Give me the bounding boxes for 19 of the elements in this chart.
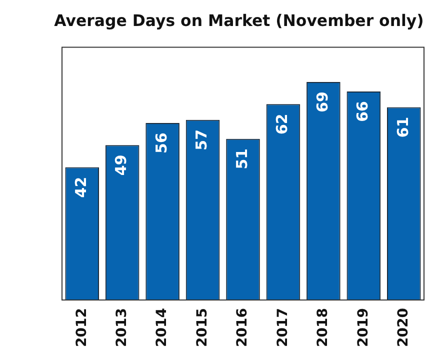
x-tick-label: 2016: [234, 308, 251, 348]
data-label: 66: [354, 101, 372, 122]
x-tick-label: 2018: [315, 308, 332, 348]
data-label: 56: [152, 132, 170, 154]
data-label: 62: [273, 114, 292, 135]
chart-title: Average Days on Market (November only): [54, 10, 424, 30]
x-tick-label: 2012: [74, 308, 90, 348]
x-tick-label: 2013: [114, 308, 130, 348]
data-label: 57: [192, 129, 211, 150]
data-label: 69: [313, 92, 332, 112]
x-tick-label: 2020: [396, 308, 412, 348]
data-label: 49: [112, 154, 130, 176]
data-label: 61: [394, 116, 412, 138]
x-tick-label: 2017: [274, 308, 291, 348]
x-tick-label: 2015: [194, 308, 210, 348]
data-label: 51: [232, 148, 251, 170]
x-tick-label: 2019: [355, 308, 372, 348]
data-label: 42: [72, 176, 90, 198]
x-tick-label: 2014: [154, 308, 170, 348]
